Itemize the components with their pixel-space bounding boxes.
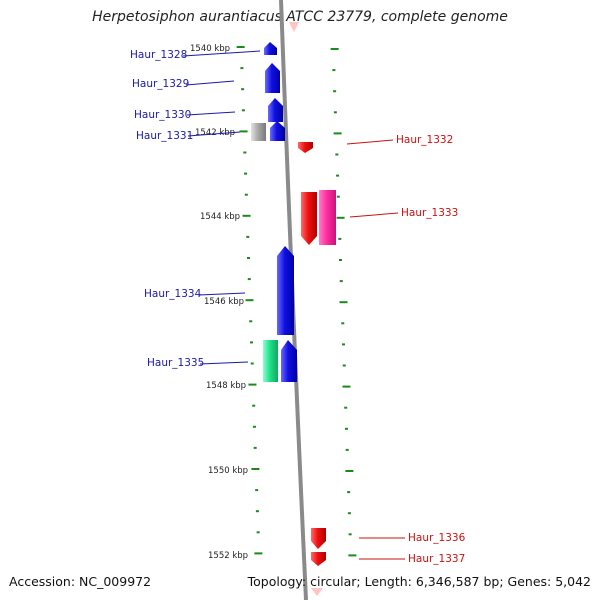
tick-label-1548: 1548 kbp: [206, 381, 246, 391]
scale-major-tick: [239, 130, 248, 133]
tick-label-1542: 1542 kbp: [195, 128, 235, 138]
scale-minor-tick: [344, 406, 348, 409]
scale-minor-tick: [243, 151, 247, 154]
scale-minor-tick: [246, 235, 250, 238]
scale-minor-tick: [332, 69, 336, 72]
label-haur-1335[interactable]: Haur_1335: [147, 357, 204, 369]
gene-haur-1332[interactable]: [298, 142, 313, 153]
gene-haur-1334[interactable]: [277, 246, 294, 335]
connector-haur-1334: [198, 292, 246, 296]
scale-minor-tick: [347, 512, 351, 515]
backbone-bottom-marker: [311, 588, 323, 596]
scale-minor-tick: [253, 446, 257, 449]
scale-major-tick: [339, 301, 348, 304]
scale-minor-tick: [255, 510, 259, 513]
connector-haur-1332: [346, 139, 394, 145]
scale-major-tick: [342, 385, 351, 388]
scale-minor-tick: [338, 237, 342, 240]
scale-minor-tick: [255, 489, 259, 492]
connector-haur-1333: [349, 212, 399, 218]
scale-major-tick: [245, 299, 254, 302]
scale-minor-tick: [333, 90, 337, 93]
label-haur-1332[interactable]: Haur_1332: [396, 134, 453, 146]
left-scale-ticks: [236, 46, 263, 555]
scale-major-tick: [236, 46, 245, 48]
scale-minor-tick: [348, 533, 352, 536]
scale-minor-tick: [244, 193, 248, 196]
connector-haur-1328: [182, 50, 261, 57]
scale-minor-tick: [247, 257, 251, 259]
scale-major-tick: [248, 383, 257, 386]
scale-major-tick: [254, 552, 263, 555]
connector-haur-1329: [185, 80, 235, 86]
connector-haur-1330: [186, 111, 236, 116]
label-haur-1328[interactable]: Haur_1328: [130, 49, 187, 61]
label-haur-1331[interactable]: Haur_1331: [136, 130, 193, 142]
scale-minor-tick: [252, 404, 256, 407]
scale-minor-tick: [241, 88, 245, 91]
label-haur-1330[interactable]: Haur_1330: [134, 109, 191, 121]
connector-haur-1331: [187, 131, 241, 137]
scale-minor-tick: [249, 341, 253, 344]
scale-major-tick: [345, 470, 354, 472]
gene-haur-1331-gray-feature: [251, 123, 266, 141]
tick-label-1550: 1550 kbp: [208, 466, 248, 476]
scale-minor-tick: [252, 425, 256, 428]
tick-label-1540: 1540 kbp: [190, 44, 230, 54]
right-scale-ticks: [330, 48, 357, 557]
scale-minor-tick: [240, 67, 244, 70]
scale-minor-tick: [336, 195, 340, 198]
scale-major-tick: [330, 48, 339, 50]
gene-haur-1335-rna-feature: [263, 340, 278, 382]
scale-major-tick: [251, 468, 260, 470]
scale-minor-tick: [335, 153, 339, 156]
connector-haur-1335: [199, 361, 249, 365]
scale-major-tick: [336, 216, 345, 219]
scale-major-tick: [348, 554, 357, 557]
scale-minor-tick: [341, 343, 345, 346]
scale-minor-tick: [345, 448, 349, 451]
scale-minor-tick: [344, 427, 348, 430]
scale-major-tick: [333, 132, 342, 135]
backbone-top-marker: [289, 22, 299, 32]
scale-minor-tick: [336, 174, 340, 177]
scale-minor-tick: [247, 278, 251, 281]
label-haur-1334[interactable]: Haur_1334: [144, 288, 202, 300]
gene-haur-1335[interactable]: [263, 340, 297, 382]
scale-minor-tick: [256, 531, 260, 534]
gene-haur-1336[interactable]: [311, 528, 326, 549]
topology-text: Topology: circular; Length: 6,346,587 bp…: [247, 574, 591, 589]
tick-label-1544: 1544 kbp: [200, 212, 240, 222]
tick-label-1546: 1546 kbp: [204, 297, 244, 307]
label-haur-1329[interactable]: Haur_1329: [132, 78, 189, 90]
gene-haur-1331[interactable]: [251, 121, 285, 141]
scale-minor-tick: [341, 322, 345, 325]
map-title: Herpetosiphon aurantiacus ATCC 23779, co…: [92, 9, 508, 25]
label-haur-1337[interactable]: Haur_1337: [408, 553, 465, 565]
label-haur-1336[interactable]: Haur_1336: [408, 532, 466, 544]
gene-haur-1328[interactable]: [264, 42, 277, 55]
scale-minor-tick: [339, 259, 343, 261]
scale-minor-tick: [250, 362, 254, 365]
scale-minor-tick: [347, 491, 351, 494]
gene-haur-1337[interactable]: [311, 552, 326, 566]
scale-minor-tick: [249, 320, 253, 323]
tick-label-1552: 1552 kbp: [208, 551, 248, 561]
label-haur-1333[interactable]: Haur_1333: [401, 207, 458, 219]
gene-haur-1333-pink-feature: [319, 190, 336, 245]
gene-haur-1333[interactable]: [301, 190, 336, 245]
scale-minor-tick: [339, 280, 343, 283]
accession-text: Accession: NC_009972: [9, 574, 152, 589]
scale-minor-tick: [244, 172, 248, 175]
scale-minor-tick: [333, 111, 337, 114]
scale-minor-tick: [342, 364, 346, 367]
gene-haur-1330[interactable]: [268, 98, 283, 122]
gene-haur-1329[interactable]: [265, 63, 280, 93]
scale-minor-tick: [241, 109, 245, 112]
scale-major-tick: [242, 214, 251, 217]
